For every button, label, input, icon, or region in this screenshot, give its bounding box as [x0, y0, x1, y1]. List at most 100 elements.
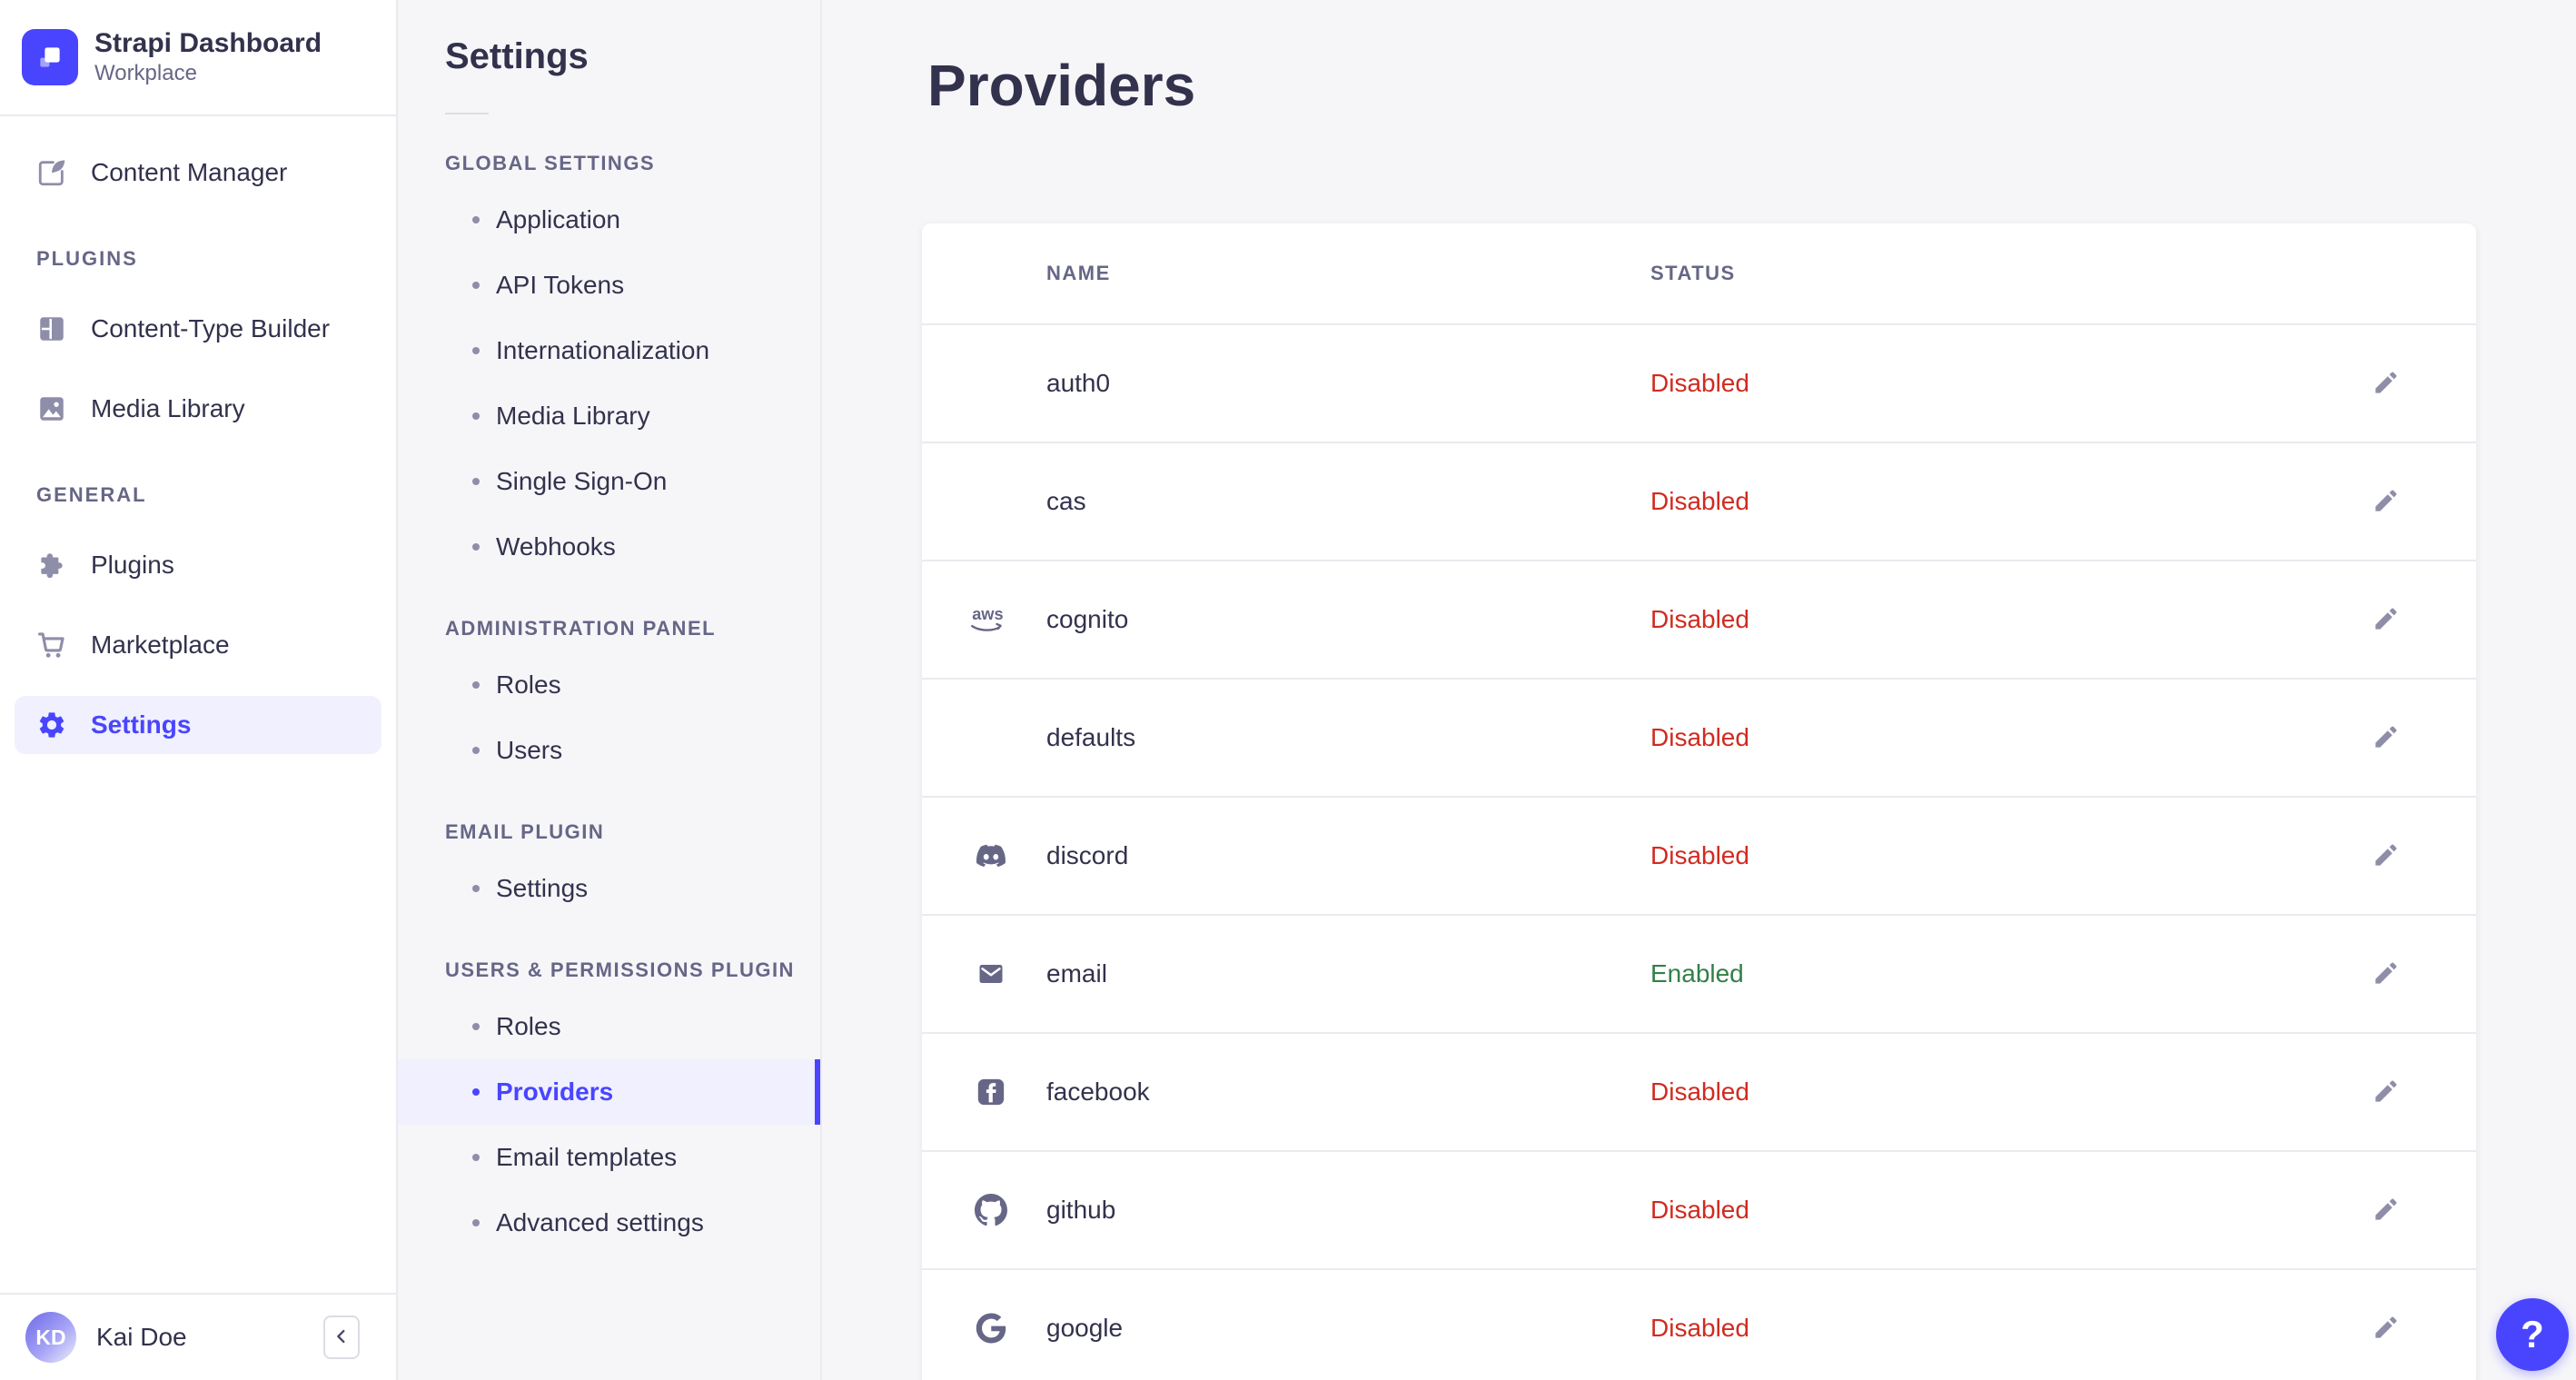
provider-name: discord	[1046, 841, 1129, 869]
cart-icon	[36, 630, 67, 660]
subnav-item-providers[interactable]: Providers	[398, 1059, 820, 1125]
subnav-item-email-settings[interactable]: Settings	[398, 856, 820, 921]
strapi-logo-glyph	[40, 47, 60, 67]
table-row-cas[interactable]: cas Disabled	[922, 443, 2476, 561]
edit-provider-button[interactable]	[2363, 1070, 2407, 1114]
help-button[interactable]: ?	[2496, 1298, 2569, 1371]
table-row-facebook[interactable]: facebook Disabled	[922, 1034, 2476, 1152]
pen-square-icon	[36, 157, 67, 188]
subnav-item-up-roles[interactable]: Roles	[398, 994, 820, 1059]
edit-provider-button[interactable]	[2363, 362, 2407, 405]
table-row-google[interactable]: google Disabled	[922, 1270, 2476, 1380]
user-name: Kai Doe	[96, 1323, 187, 1351]
bullet-icon	[472, 216, 480, 223]
subnav-section-global-settings: GLOBAL SETTINGS Application API Tokens I…	[398, 153, 820, 580]
subnav-item-single-sign-on[interactable]: Single Sign-On	[398, 449, 820, 514]
pencil-icon	[2375, 1080, 2397, 1102]
subnav-item-label: Roles	[496, 670, 561, 699]
pencil-icon	[2375, 1316, 2397, 1338]
subnav-item-label: Application	[496, 205, 620, 233]
settings-subnav: Settings GLOBAL SETTINGS Application API…	[398, 0, 822, 1380]
subnav-section-email-plugin: EMAIL PLUGIN Settings	[398, 821, 820, 921]
subnav-item-media-library[interactable]: Media Library	[398, 383, 820, 449]
edit-provider-button[interactable]	[2363, 952, 2407, 996]
google-icon	[958, 1313, 1024, 1344]
subnav-section-administration-panel: ADMINISTRATION PANEL Roles Users	[398, 618, 820, 783]
table-row-email[interactable]: email Enabled	[922, 916, 2476, 1034]
picture-icon	[36, 393, 67, 424]
subnav-section-label: GLOBAL SETTINGS	[445, 152, 656, 174]
subnav-item-label: Media Library	[496, 402, 650, 430]
sidebar-item-content-manager[interactable]: Content Manager	[15, 144, 381, 202]
workspace-name: Workplace	[94, 61, 197, 85]
subnav-item-label: API Tokens	[496, 271, 625, 299]
subnav-title-divider	[445, 113, 489, 114]
pencil-icon	[2375, 372, 2397, 393]
table-row-defaults[interactable]: defaults Disabled	[922, 680, 2476, 798]
sidebar-item-marketplace[interactable]: Marketplace	[15, 616, 381, 674]
status-badge: Disabled	[1650, 605, 1749, 633]
subnav-item-label: Settings	[496, 874, 589, 902]
edit-provider-button[interactable]	[2363, 1306, 2407, 1350]
edit-provider-button[interactable]	[2363, 1188, 2407, 1232]
subnav-item-admin-users[interactable]: Users	[398, 718, 820, 783]
bullet-icon	[472, 1154, 480, 1161]
sidebar-item-label: Plugins	[91, 551, 174, 579]
bullet-icon	[472, 282, 480, 289]
subnav-item-internationalization[interactable]: Internationalization	[398, 318, 820, 383]
status-badge: Enabled	[1650, 959, 1744, 988]
sidebar-item-label: Marketplace	[91, 630, 230, 659]
table-row-discord[interactable]: discord Disabled	[922, 798, 2476, 916]
sidebar-item-plugins[interactable]: Plugins	[15, 536, 381, 594]
edit-provider-button[interactable]	[2363, 480, 2407, 523]
subnav-item-label: Single Sign-On	[496, 467, 668, 495]
mail-icon	[958, 960, 1024, 988]
workspace-title: Strapi Dashboard Workplace	[94, 27, 322, 87]
main-nav-items: Content Manager PLUGINS Content-Type Bui…	[0, 116, 396, 1293]
sidebar-item-content-type-builder[interactable]: Content-Type Builder	[15, 300, 381, 358]
sidebar-item-settings[interactable]: Settings	[15, 696, 381, 754]
subnav-item-webhooks[interactable]: Webhooks	[398, 514, 820, 580]
subnav-item-label: Webhooks	[496, 532, 616, 561]
table-header-row: NAME STATUS	[922, 223, 2476, 325]
edit-provider-button[interactable]	[2363, 716, 2407, 759]
subnav-item-admin-roles[interactable]: Roles	[398, 652, 820, 718]
provider-name: email	[1046, 959, 1107, 988]
bullet-icon	[472, 347, 480, 354]
page-title: Providers	[927, 53, 1196, 118]
table-row-auth0[interactable]: auth0 Disabled	[922, 325, 2476, 443]
table-row-github[interactable]: github Disabled	[922, 1152, 2476, 1270]
bullet-icon	[472, 1023, 480, 1030]
status-badge: Disabled	[1650, 1314, 1749, 1342]
column-header-name: NAME	[1046, 262, 1111, 284]
status-badge: Disabled	[1650, 841, 1749, 869]
collapse-sidebar-button[interactable]	[323, 1315, 360, 1359]
provider-name: google	[1046, 1314, 1124, 1342]
provider-name: cas	[1046, 487, 1086, 515]
nav-section-general: GENERAL	[36, 483, 147, 506]
subnav-item-label: Email templates	[496, 1143, 678, 1171]
provider-name: defaults	[1046, 723, 1136, 751]
subnav-item-label: Roles	[496, 1012, 561, 1040]
sidebar-item-media-library[interactable]: Media Library	[15, 380, 381, 438]
subnav-item-email-templates[interactable]: Email templates	[398, 1125, 820, 1190]
chevron-left-icon	[332, 1326, 352, 1349]
main-content: Providers NAME STATUS auth0 Disabled c	[822, 0, 2576, 1380]
user-profile-row[interactable]: KD Kai Doe	[0, 1293, 396, 1380]
subnav-item-label: Internationalization	[496, 336, 710, 364]
status-badge: Disabled	[1650, 1077, 1749, 1106]
column-header-status: STATUS	[1650, 262, 1736, 284]
subnav-item-advanced-settings[interactable]: Advanced settings	[398, 1190, 820, 1256]
subnav-item-api-tokens[interactable]: API Tokens	[398, 253, 820, 318]
workspace-header: Strapi Dashboard Workplace	[0, 0, 396, 116]
github-icon	[958, 1194, 1024, 1226]
provider-name: cognito	[1046, 605, 1129, 633]
gear-icon	[36, 710, 67, 740]
bullet-icon	[472, 1088, 480, 1096]
edit-provider-button[interactable]	[2363, 598, 2407, 641]
edit-provider-button[interactable]	[2363, 834, 2407, 878]
table-row-cognito[interactable]: aws cognito Disabled	[922, 561, 2476, 680]
subnav-item-label: Advanced settings	[496, 1208, 704, 1236]
subnav-item-application[interactable]: Application	[398, 187, 820, 253]
